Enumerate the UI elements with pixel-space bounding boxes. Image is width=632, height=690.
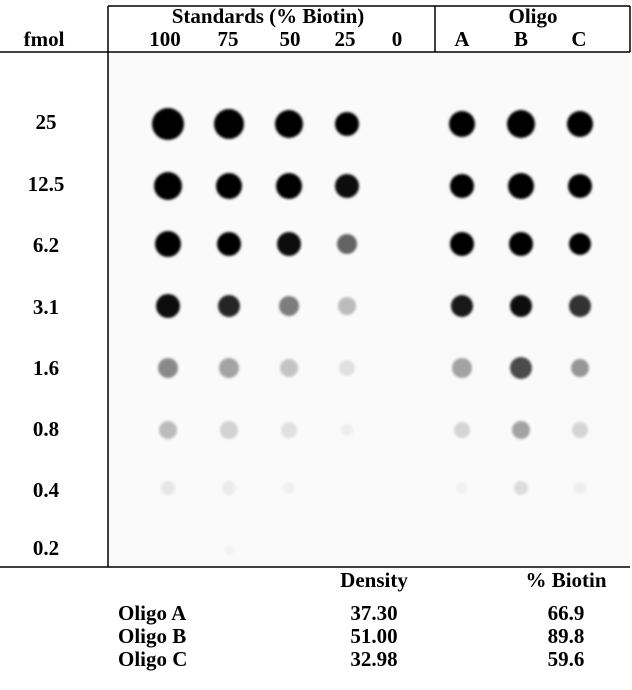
column-header: 75 bbox=[218, 27, 239, 51]
dot bbox=[152, 108, 184, 140]
dot bbox=[569, 295, 591, 317]
dot bbox=[450, 174, 474, 198]
dot bbox=[224, 545, 234, 555]
dot bbox=[449, 111, 475, 137]
dot bbox=[283, 482, 295, 494]
dot bbox=[508, 173, 534, 199]
density: 51.00 bbox=[350, 624, 397, 648]
dot bbox=[335, 112, 359, 136]
row-label: 6.2 bbox=[33, 233, 59, 257]
dot bbox=[217, 232, 241, 256]
row-label: 0.4 bbox=[33, 478, 60, 502]
dot bbox=[572, 422, 588, 438]
row-label: 12.5 bbox=[28, 172, 65, 196]
dot bbox=[222, 481, 236, 495]
sample-name: Oligo B bbox=[118, 624, 186, 648]
results-header: Density bbox=[340, 568, 408, 592]
sample-name: Oligo C bbox=[118, 647, 187, 671]
group-header: Standards (% Biotin) bbox=[172, 4, 365, 28]
dot bbox=[568, 174, 592, 198]
density: 37.30 bbox=[350, 601, 397, 625]
dot bbox=[339, 360, 355, 376]
dot bbox=[341, 424, 353, 436]
blot-image bbox=[108, 52, 630, 567]
dot bbox=[154, 172, 182, 200]
dot bbox=[159, 421, 177, 439]
dot bbox=[220, 421, 238, 439]
results-header: % Biotin bbox=[525, 568, 606, 592]
column-header: fmol bbox=[24, 27, 65, 51]
percent-biotin: 59.6 bbox=[548, 647, 585, 671]
dot bbox=[156, 294, 180, 318]
row-label: 1.6 bbox=[33, 356, 59, 380]
dot bbox=[275, 110, 303, 138]
density: 32.98 bbox=[350, 647, 397, 671]
dot bbox=[456, 482, 468, 494]
dot bbox=[571, 359, 589, 377]
dot bbox=[510, 295, 532, 317]
row-label: 3.1 bbox=[33, 295, 59, 319]
dot bbox=[338, 297, 356, 315]
percent-biotin: 66.9 bbox=[548, 601, 585, 625]
dot bbox=[514, 481, 528, 495]
dot bbox=[337, 234, 357, 254]
column-header: 100 bbox=[149, 27, 181, 51]
figure: Standards (% Biotin) Oligo fmol 100 75 50 25… bbox=[0, 0, 632, 690]
column-header: A bbox=[454, 27, 470, 51]
dot bbox=[574, 482, 586, 494]
dot bbox=[281, 422, 297, 438]
column-header: 25 bbox=[335, 27, 356, 51]
dot bbox=[454, 422, 470, 438]
dot bbox=[161, 481, 175, 495]
dot bbox=[280, 359, 298, 377]
dot bbox=[507, 110, 535, 138]
dot bbox=[452, 358, 472, 378]
dot bbox=[214, 109, 244, 139]
dot bbox=[219, 358, 239, 378]
dot bbox=[451, 295, 473, 317]
dot bbox=[276, 173, 302, 199]
dot bbox=[158, 358, 178, 378]
column-header: B bbox=[514, 27, 528, 51]
dot bbox=[218, 295, 240, 317]
dot bbox=[155, 231, 181, 257]
group-header: Oligo bbox=[508, 4, 557, 28]
column-header: C bbox=[571, 27, 586, 51]
column-header: 50 bbox=[280, 27, 301, 51]
dot bbox=[512, 421, 530, 439]
row-label: 25 bbox=[36, 110, 57, 134]
percent-biotin: 89.8 bbox=[548, 624, 585, 648]
dot bbox=[335, 174, 359, 198]
row-label: 0.2 bbox=[33, 536, 59, 560]
dot bbox=[279, 296, 299, 316]
dot bbox=[216, 173, 242, 199]
column-header: 0 bbox=[392, 27, 403, 51]
dot bbox=[567, 111, 593, 137]
dot bbox=[509, 232, 533, 256]
dot bbox=[277, 232, 301, 256]
dot bbox=[450, 232, 474, 256]
row-label: 0.8 bbox=[33, 417, 59, 441]
dot bbox=[569, 233, 591, 255]
sample-name: Oligo A bbox=[118, 601, 187, 625]
dot bbox=[510, 357, 532, 379]
